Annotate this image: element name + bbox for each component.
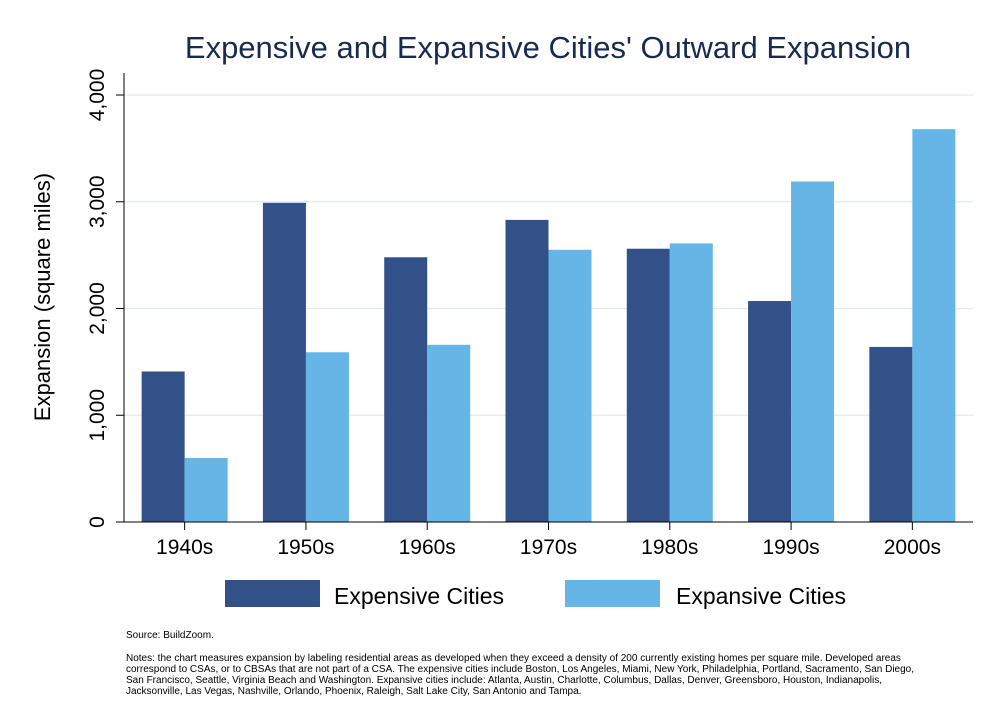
legend-swatch bbox=[225, 580, 320, 607]
bar-expansive-1990s bbox=[791, 181, 835, 522]
y-tick-label: 3,000 bbox=[86, 175, 109, 228]
y-tick-label: 0 bbox=[86, 516, 109, 528]
bar-expensive-2000s bbox=[869, 346, 913, 522]
x-tick-label: 1980s bbox=[641, 536, 698, 559]
bar-expansive-2000s bbox=[912, 129, 956, 522]
bar-expansive-1980s bbox=[669, 243, 713, 522]
bar-expensive-1950s bbox=[262, 202, 306, 522]
source-note: Source: BuildZoom. bbox=[126, 630, 214, 641]
x-tick-label: 1990s bbox=[762, 536, 819, 559]
x-tick-label: 1960s bbox=[399, 536, 456, 559]
bar-expensive-1970s bbox=[505, 219, 549, 522]
y-axis-label: Expansion (square miles) bbox=[30, 173, 55, 421]
legend-swatch bbox=[565, 580, 660, 607]
x-tick-label: 2000s bbox=[884, 536, 941, 559]
y-tick-label: 4,000 bbox=[86, 69, 109, 122]
bar-expansive-1960s bbox=[427, 344, 471, 522]
bars bbox=[141, 129, 956, 522]
legend: Expensive Cities Expansive Cities bbox=[225, 580, 846, 609]
x-tick-label: 1940s bbox=[156, 536, 213, 559]
axes: 0 1,000 2,000 3,000 4,000 1940s 1950s 1960s 1970… bbox=[86, 69, 973, 559]
bar-expensive-1980s bbox=[626, 248, 670, 522]
bar-expansive-1950s bbox=[305, 352, 349, 522]
bar-expansive-1970s bbox=[548, 249, 592, 522]
bar-expansive-1940s bbox=[184, 457, 228, 522]
y-tick-label: 1,000 bbox=[86, 389, 109, 442]
legend-label: Expensive Cities bbox=[334, 583, 504, 609]
bar-expensive-1940s bbox=[141, 371, 185, 522]
y-tick-label: 2,000 bbox=[86, 282, 109, 335]
chart-title: Expensive and Expansive Cities' Outward … bbox=[185, 30, 911, 65]
notes-text: Notes: the chart measures expansion by l… bbox=[126, 653, 915, 697]
legend-label: Expansive Cities bbox=[676, 583, 846, 609]
x-tick-label: 1950s bbox=[277, 536, 334, 559]
bar-expensive-1990s bbox=[748, 301, 792, 522]
bar-expensive-1960s bbox=[384, 257, 428, 522]
x-tick-label: 1970s bbox=[520, 536, 577, 559]
